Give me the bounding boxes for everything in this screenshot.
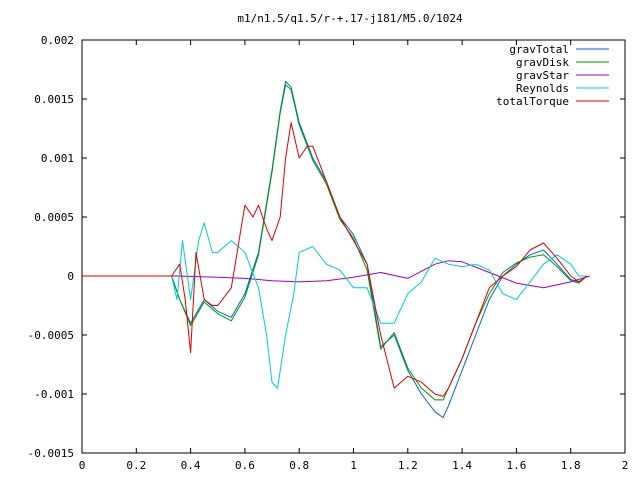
x-tick-label: 1.6 (506, 459, 526, 472)
chart-title: m1/n1.5/q1.5/r-+.17-j181/M5.0/1024 (237, 12, 463, 25)
x-tick-label: 1.4 (452, 459, 472, 472)
x-tick-label: 0 (79, 459, 86, 472)
y-tick-label: 0.0015 (34, 93, 74, 106)
x-tick-label: 0.6 (235, 459, 255, 472)
y-tick-label: -0.0015 (28, 447, 74, 460)
legend-label: gravDisk (516, 56, 569, 69)
x-tick-label: 1 (350, 459, 357, 472)
legend-label: totalTorque (496, 95, 569, 108)
legend-label: gravTotal (509, 43, 569, 56)
y-tick-label: 0.0005 (34, 211, 74, 224)
y-tick-label: 0 (67, 270, 74, 283)
legend-label: gravStar (516, 69, 569, 82)
y-tick-label: 0.002 (41, 34, 74, 47)
series-line-Reynolds (171, 222, 587, 389)
y-tick-label: 0.001 (41, 152, 74, 165)
series-line-totalTorque (82, 122, 588, 397)
y-tick-label: -0.0005 (28, 329, 74, 342)
series-line-gravStar (82, 260, 590, 289)
series-line-gravTotal (171, 80, 588, 419)
x-tick-label: 2 (622, 459, 629, 472)
x-tick-label: 1.2 (398, 459, 418, 472)
x-tick-label: 0.8 (289, 459, 309, 472)
axes-layer: 0 0.2 0.4 0.6 0.8 1 1.2 1.4 1.6 1.8 2 -0.0015 -0.001… (28, 34, 629, 472)
y-tick-label: -0.001 (34, 388, 74, 401)
legend: gravTotalgravDiskgravStarReynoldstotalTo… (496, 43, 609, 108)
legend-label: Reynolds (516, 82, 569, 95)
series-layer (82, 80, 590, 419)
series-line-gravDisk (171, 84, 588, 401)
x-tick-label: 0.2 (126, 459, 146, 472)
x-tick-label: 1.8 (561, 459, 581, 472)
x-tick-label: 0.4 (181, 459, 201, 472)
